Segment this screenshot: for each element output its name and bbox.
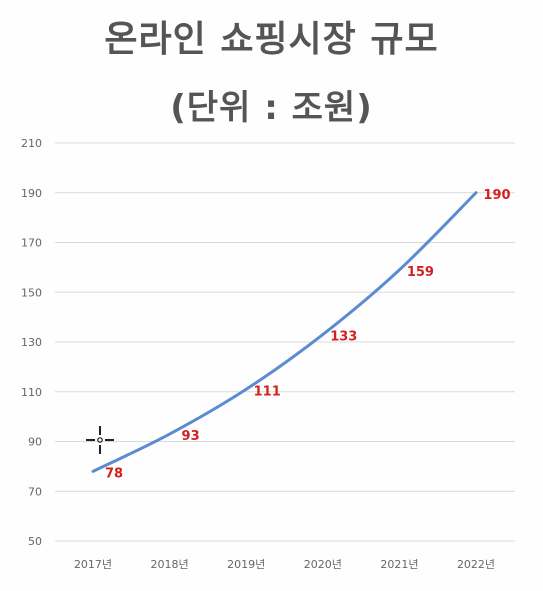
y-tick-label: 210 xyxy=(21,137,42,150)
y-axis-ticks: 50 70 90 110 130 150 170 190 210 xyxy=(21,137,42,548)
x-tick-label: 2017년 xyxy=(74,558,112,571)
grid-lines xyxy=(55,142,515,542)
data-label: 190 xyxy=(483,188,510,203)
y-tick-label: 130 xyxy=(21,336,42,349)
data-label: 111 xyxy=(254,384,281,399)
x-tick-label: 2021년 xyxy=(380,558,418,571)
x-tick-label: 2022년 xyxy=(457,558,495,571)
y-tick-label: 110 xyxy=(21,386,42,399)
series-line xyxy=(91,191,478,473)
data-labels: 78 93 111 133 159 190 xyxy=(105,188,511,482)
series xyxy=(91,191,478,473)
chart-subtitle: (단위 : 조원) xyxy=(170,88,373,128)
crosshair-cursor-icon xyxy=(86,426,114,454)
y-tick-label: 70 xyxy=(28,485,42,498)
data-label: 159 xyxy=(407,265,434,280)
x-tick-label: 2019년 xyxy=(227,558,265,571)
data-label: 78 xyxy=(105,466,123,481)
chart-title: 온라인 쇼핑시장 규모 xyxy=(104,19,439,60)
y-tick-label: 150 xyxy=(21,286,42,299)
data-label: 93 xyxy=(182,429,200,444)
y-tick-label: 170 xyxy=(21,237,42,250)
y-tick-label: 190 xyxy=(21,187,42,200)
y-tick-label: 50 xyxy=(28,535,42,548)
y-tick-label: 90 xyxy=(28,436,42,449)
x-tick-label: 2020년 xyxy=(304,558,342,571)
x-axis-ticks: 2017년 2018년 2019년 2020년 2021년 2022년 xyxy=(74,558,495,571)
x-tick-label: 2018년 xyxy=(151,558,189,571)
data-label: 133 xyxy=(330,330,357,345)
